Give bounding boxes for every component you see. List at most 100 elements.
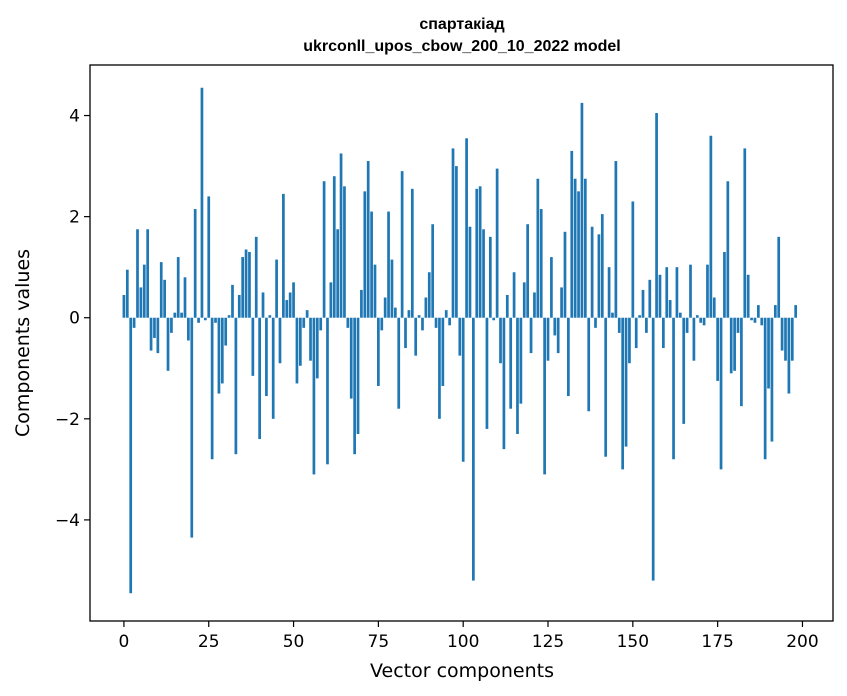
bar-181	[736, 317, 740, 333]
bar-154	[645, 317, 648, 333]
bar-187	[757, 305, 760, 318]
bar-151	[634, 317, 638, 349]
bar-3	[132, 317, 136, 328]
bar-0	[122, 294, 126, 318]
bar-113	[505, 294, 509, 318]
y-tick-label: 4	[69, 107, 80, 127]
bar-4	[136, 229, 139, 318]
bar-47	[282, 193, 285, 318]
bar-186	[753, 317, 757, 323]
x-tick-label: 125	[532, 632, 564, 652]
bar-149	[628, 317, 631, 364]
bar-176	[719, 317, 723, 470]
bar-105	[478, 186, 482, 318]
bar-175	[716, 317, 719, 381]
bar-115	[512, 272, 516, 318]
bar-140	[597, 234, 601, 318]
bar-84	[407, 310, 411, 318]
x-tick-label: 0	[119, 632, 130, 652]
bar-53	[302, 317, 306, 328]
bar-198	[794, 305, 798, 318]
bar-38	[251, 317, 255, 376]
bar-98	[455, 166, 458, 318]
bar-60	[326, 317, 329, 465]
bar-14	[170, 317, 173, 333]
bar-9	[153, 317, 156, 338]
bar-156	[651, 317, 655, 581]
bar-43	[268, 315, 272, 318]
bar-148	[624, 317, 628, 447]
bar-54	[305, 310, 309, 318]
bar-190	[767, 317, 770, 389]
bar-138	[590, 226, 594, 318]
bar-6	[142, 264, 146, 318]
bar-124	[543, 317, 546, 475]
bar-174	[712, 297, 716, 318]
bar-5	[139, 287, 143, 318]
bar-19	[187, 317, 190, 341]
bar-99	[458, 317, 462, 356]
bar-32	[231, 284, 234, 318]
bar-146	[617, 317, 621, 333]
bar-100	[461, 317, 465, 462]
bar-137	[587, 317, 591, 412]
bar-64	[339, 153, 343, 318]
bar-192	[773, 305, 777, 318]
y-tick-label: 2	[69, 208, 80, 228]
bar-85	[410, 188, 414, 318]
y-axis-label: Components values	[12, 249, 34, 437]
bar-76	[380, 317, 384, 331]
bar-68	[353, 317, 356, 455]
bar-144	[611, 312, 614, 318]
bar-103	[472, 317, 475, 581]
bar-141	[600, 214, 604, 318]
bars-group	[122, 87, 798, 594]
bar-180	[733, 317, 736, 371]
bar-152	[638, 315, 641, 318]
bar-23	[200, 87, 204, 318]
bar-48	[285, 300, 289, 318]
bar-12	[163, 279, 166, 318]
bar-160	[665, 267, 669, 318]
bar-80	[393, 307, 397, 318]
bar-25	[207, 196, 211, 318]
bar-1	[125, 269, 129, 318]
bar-133	[573, 178, 577, 318]
bar-73	[370, 211, 373, 318]
bar-162	[672, 317, 675, 460]
bar-39	[254, 236, 258, 318]
bar-169	[695, 315, 699, 318]
bar-131	[567, 317, 570, 397]
bar-157	[655, 113, 658, 318]
bar-97	[451, 148, 455, 318]
bar-168	[692, 317, 696, 361]
bar-24	[203, 317, 207, 321]
bar-95	[444, 310, 448, 318]
bar-2	[129, 317, 133, 594]
bar-62	[332, 176, 336, 318]
bar-42	[265, 317, 268, 397]
bar-65	[343, 186, 346, 318]
bar-70	[360, 289, 363, 318]
bar-27	[214, 317, 217, 323]
bar-21	[193, 209, 197, 318]
x-tick-label: 175	[701, 632, 733, 652]
bar-112	[502, 317, 506, 450]
bar-67	[349, 317, 353, 399]
bar-106	[482, 229, 485, 318]
bar-61	[329, 282, 333, 318]
bar-132	[570, 150, 574, 318]
bar-90	[427, 272, 431, 318]
bar-91	[431, 224, 435, 318]
bar-33	[234, 317, 238, 455]
bar-89	[424, 297, 428, 318]
bar-45	[275, 259, 278, 318]
bar-88	[421, 317, 424, 331]
bar-107	[485, 317, 489, 429]
bar-125	[546, 317, 550, 361]
bar-121	[533, 292, 536, 318]
bar-195	[784, 317, 787, 361]
bar-110	[495, 168, 499, 318]
bar-178	[726, 181, 730, 318]
bar-111	[499, 317, 502, 364]
